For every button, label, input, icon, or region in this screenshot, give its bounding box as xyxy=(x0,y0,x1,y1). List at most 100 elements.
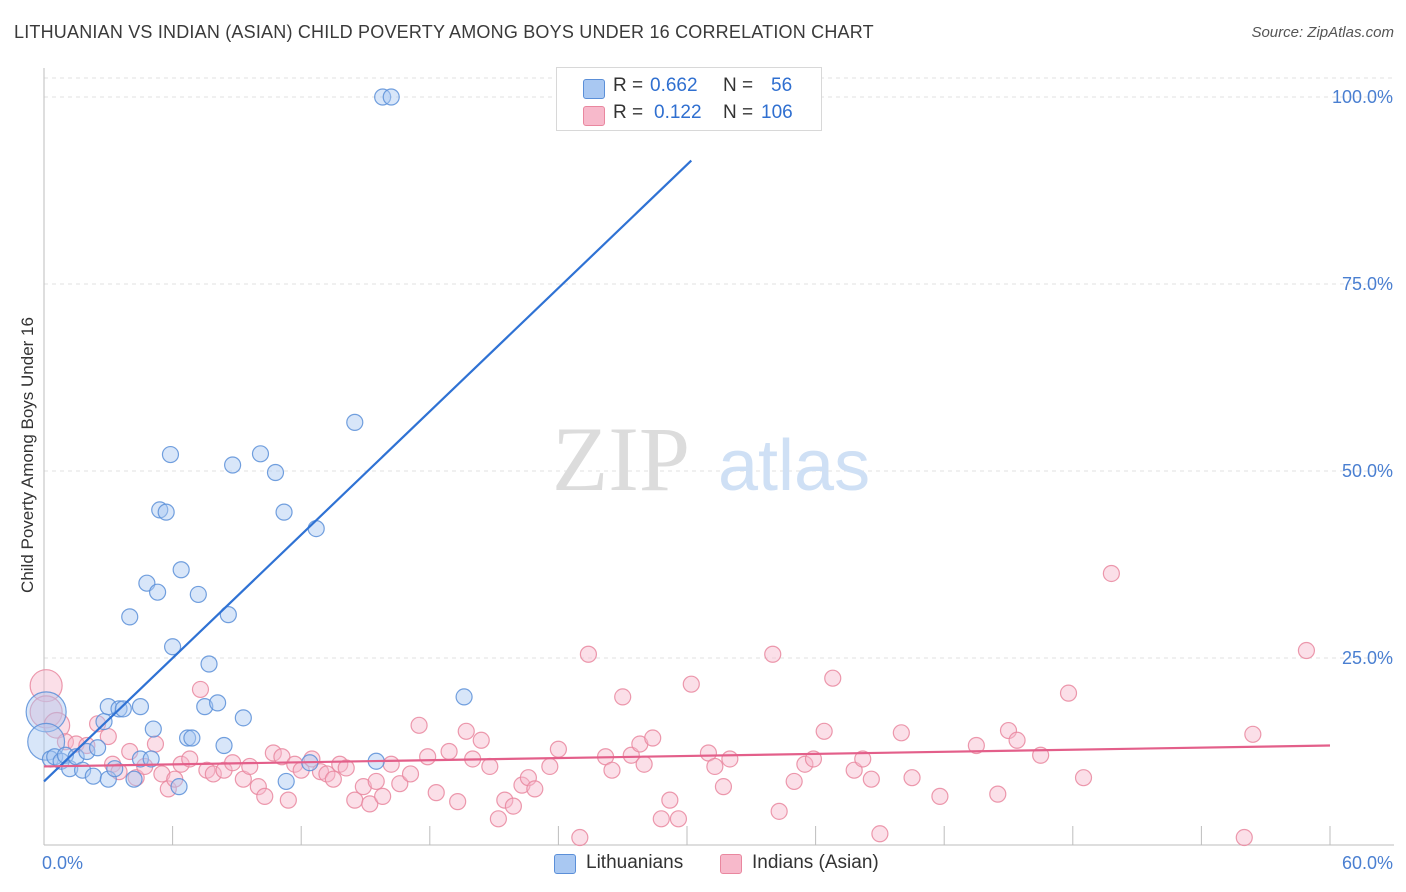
point-indians xyxy=(785,772,803,791)
point-lithuanians xyxy=(148,583,167,601)
point-indians xyxy=(526,780,544,798)
point-lithuanians xyxy=(161,445,180,464)
point-indians xyxy=(661,791,679,809)
point-lithuanians xyxy=(183,729,201,747)
point-indians xyxy=(1059,684,1078,702)
watermark-zip: ZIP xyxy=(552,408,690,510)
point-lithuanians xyxy=(219,606,237,624)
point-indians xyxy=(721,750,739,768)
point-indians xyxy=(159,780,177,798)
point-lithuanians xyxy=(346,413,364,431)
point-lithuanians xyxy=(95,712,113,731)
point-lithuanians xyxy=(84,767,102,785)
x-tick-label: 0.0% xyxy=(42,853,83,873)
point-lithuanians xyxy=(200,655,218,673)
point-indians xyxy=(367,772,385,791)
point-indians xyxy=(1074,769,1093,787)
point-indians xyxy=(714,778,733,796)
point-lithuanians xyxy=(106,760,124,778)
legend-label: Indians (Asian) xyxy=(752,852,879,873)
point-indians xyxy=(669,810,688,828)
point-indians xyxy=(999,721,1018,740)
point-indians xyxy=(153,765,171,783)
point-lithuanians xyxy=(78,742,96,761)
point-indians xyxy=(854,750,872,768)
point-indians xyxy=(903,769,921,787)
point-indians xyxy=(382,755,400,773)
point-indians xyxy=(489,810,507,828)
axes xyxy=(43,68,1394,846)
point-indians xyxy=(931,787,949,805)
point-indians xyxy=(204,765,222,783)
point-indians xyxy=(324,770,342,788)
point-lithuanians xyxy=(99,770,117,788)
legend-label: Lithuanians xyxy=(586,852,684,873)
y-tick-label: 50.0% xyxy=(1342,461,1393,481)
n-value: 56 xyxy=(771,75,793,96)
legend-swatch-lithuanians xyxy=(554,854,576,874)
point-indians xyxy=(354,778,372,796)
point-indians xyxy=(410,716,428,734)
point-indians xyxy=(682,675,700,693)
point-indians xyxy=(78,736,96,755)
point-indians xyxy=(770,802,788,820)
point-lithuanians xyxy=(131,698,150,716)
trend-lines xyxy=(43,159,1331,783)
point-indians xyxy=(1244,725,1262,743)
legend-swatch-indians xyxy=(720,854,742,874)
point-indians xyxy=(29,695,63,729)
point-lithuanians xyxy=(27,722,66,761)
source-note: Source: ZipAtlas.com xyxy=(1251,24,1394,41)
y-tick-label: 100.0% xyxy=(1332,87,1393,107)
x-tick-label: 60.0% xyxy=(1342,853,1393,873)
r-label: R = xyxy=(613,75,644,96)
point-indians xyxy=(264,744,282,762)
point-indians xyxy=(871,825,889,843)
point-indians xyxy=(191,680,210,699)
point-lithuanians xyxy=(209,694,227,712)
point-lithuanians xyxy=(142,750,160,768)
point-indians xyxy=(391,775,409,793)
trend-line-indians xyxy=(43,744,1331,768)
point-lithuanians xyxy=(144,720,162,738)
point-indians xyxy=(401,765,420,783)
point-indians xyxy=(457,722,475,740)
point-indians xyxy=(419,748,437,766)
point-lithuanians xyxy=(56,746,75,764)
point-lithuanians xyxy=(121,608,139,626)
point-indians xyxy=(967,736,985,755)
point-lithuanians xyxy=(275,503,293,521)
point-lithuanians xyxy=(88,739,107,757)
r-label: R = xyxy=(613,102,644,123)
stats-swatch-indians xyxy=(583,106,605,126)
n-label: N = xyxy=(723,102,754,123)
n-label: N = xyxy=(723,75,754,96)
point-lithuanians xyxy=(234,709,252,727)
point-indians xyxy=(361,795,379,813)
point-indians xyxy=(279,791,297,809)
point-lithuanians xyxy=(170,778,188,796)
stats-box: R = 0.662 N = 56 R = 0.122 N = 106 xyxy=(556,67,822,131)
point-indians xyxy=(1235,828,1253,847)
point-indians xyxy=(481,757,499,776)
point-indians xyxy=(286,755,304,773)
point-indians xyxy=(56,733,75,751)
point-lithuanians xyxy=(307,519,325,538)
point-indians xyxy=(579,645,598,663)
point-indians xyxy=(273,748,291,766)
point-lithuanians xyxy=(99,698,117,716)
stats-swatch-lithuanians xyxy=(583,79,605,99)
grid-lines xyxy=(44,77,1394,659)
point-lithuanians xyxy=(25,691,67,733)
point-indians xyxy=(337,759,355,777)
point-indians xyxy=(644,729,662,747)
point-lithuanians xyxy=(189,585,207,604)
point-lithuanians xyxy=(224,456,242,474)
point-indians xyxy=(1008,731,1026,749)
point-indians xyxy=(571,828,589,847)
point-lithuanians xyxy=(179,729,197,747)
point-lithuanians xyxy=(196,698,214,716)
point-indians xyxy=(256,787,274,805)
point-indians xyxy=(892,724,910,742)
point-indians xyxy=(603,761,621,779)
